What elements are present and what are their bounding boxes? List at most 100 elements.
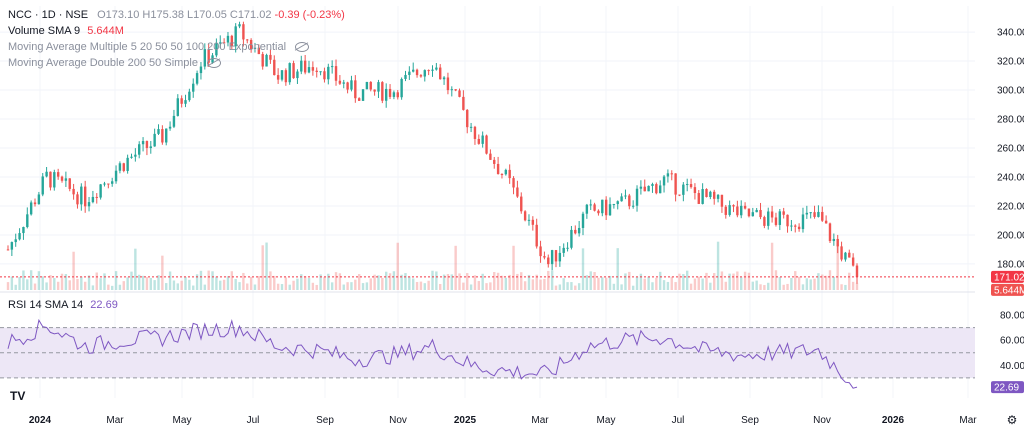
candle-body (643, 186, 646, 192)
volume-bar (41, 276, 44, 290)
symbol-title[interactable]: NCC · 1D · NSE (8, 9, 89, 21)
volume-bar (145, 277, 149, 290)
candle-body (22, 227, 25, 234)
candle-body (388, 88, 392, 97)
hidden-eye-icon[interactable] (207, 58, 222, 69)
candle-body (284, 70, 288, 83)
volume-bar (384, 271, 388, 290)
volume-bar (238, 282, 241, 290)
volume-bar (33, 283, 37, 290)
candle-body (697, 193, 700, 204)
volume-bar (628, 271, 631, 290)
volume-bar (215, 276, 218, 290)
volume-bar (369, 278, 372, 290)
volume-bar (500, 275, 504, 290)
candle-body (547, 257, 550, 265)
volume-bar (577, 283, 581, 290)
volume-legend[interactable]: Volume SMA 9 5.644M (8, 24, 124, 38)
candle-body (91, 196, 95, 203)
candle-body (570, 229, 573, 248)
volume-bar (450, 274, 453, 290)
candle-body (794, 225, 797, 227)
candle-body (713, 191, 716, 199)
hidden-eye-icon[interactable] (295, 42, 310, 53)
candle-body (346, 82, 349, 90)
candle-body (651, 184, 654, 186)
volume-bar (427, 280, 430, 290)
candle-body (462, 96, 465, 110)
volume-bar (269, 271, 272, 290)
candle-body (496, 163, 500, 175)
volume-bar (477, 281, 481, 290)
volume-bar (319, 274, 322, 290)
candle-body (527, 219, 531, 221)
candle-body (107, 183, 110, 185)
volume-bar (280, 284, 284, 290)
ma-double-legend[interactable]: Moving Average Double 200 50 Simple (8, 56, 222, 70)
volume-bar (303, 276, 307, 290)
ma-multiple-legend[interactable]: Moving Average Multiple 5 20 50 50 100 2… (8, 40, 310, 54)
candle-body (705, 189, 708, 198)
volume-bar (689, 283, 693, 290)
volume-bar (558, 284, 562, 290)
candle-body (686, 184, 689, 186)
volume-bar (22, 270, 25, 290)
volume-bar (616, 248, 619, 290)
candle-body (674, 173, 677, 195)
candle-body (732, 205, 735, 207)
candle-body (126, 157, 129, 171)
candle-body (14, 239, 17, 243)
candle-body (296, 71, 299, 79)
candle-body (10, 242, 14, 250)
candle-body (68, 178, 71, 189)
candle-body (153, 133, 156, 147)
volume-bar (539, 279, 542, 290)
volume-bar (786, 283, 789, 290)
settings-gear-icon[interactable]: ⚙ (1007, 413, 1018, 427)
candle-body (280, 70, 284, 80)
time-tick-label: 2024 (29, 415, 52, 426)
volume-bar (408, 276, 411, 290)
volume-bar (674, 282, 677, 290)
volume-bar (37, 271, 41, 290)
volume-bar (118, 284, 122, 290)
candle-body (203, 49, 207, 67)
candle-body (226, 35, 230, 43)
candle-body (361, 89, 365, 101)
candle-body (138, 144, 141, 155)
candle-body (246, 39, 249, 41)
volume-bar (496, 272, 500, 290)
volume-bar (442, 274, 446, 290)
volume-bar (655, 277, 658, 290)
candle-body (419, 75, 423, 77)
candle-body (489, 153, 492, 160)
tradingview-logo-icon[interactable]: TV (10, 389, 26, 403)
volume-bar (396, 242, 399, 290)
candle-body (790, 225, 793, 227)
candle-body (450, 89, 453, 91)
candle-body (500, 174, 504, 176)
candle-body (338, 80, 342, 84)
candle-body (184, 100, 187, 104)
candle-body (172, 115, 176, 127)
candle-body (180, 98, 183, 104)
candle-body (188, 91, 191, 101)
volume-bar (83, 281, 87, 290)
volume-bar (512, 245, 515, 290)
volume-bar (751, 281, 755, 290)
price-tick-label: 300.00 (997, 86, 1024, 97)
volume-bar (570, 282, 573, 290)
volume-bar (357, 274, 361, 290)
volume-bar (736, 271, 739, 290)
rsi-legend[interactable]: RSI 14 SMA 14 22.69 (8, 298, 118, 312)
rsi-tick-label: 60.00 (1000, 336, 1024, 347)
volume-bar (68, 280, 71, 290)
candle-body (454, 89, 457, 91)
candle-body (543, 256, 546, 258)
candle-body (288, 63, 291, 83)
candle-body (485, 135, 488, 154)
candle-body (767, 211, 770, 226)
candle-body (589, 204, 592, 206)
